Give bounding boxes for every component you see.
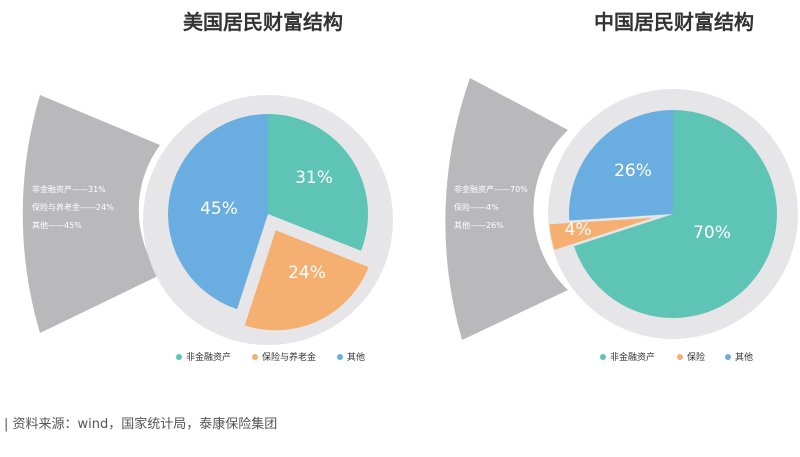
us-legend-dot-nonfinancial <box>176 354 182 360</box>
us-legend-dot-other <box>337 354 343 360</box>
us-slice-label-nonfinancial: 31% <box>295 168 333 188</box>
cn-pie-slices <box>549 110 778 318</box>
us-legend-insurance: 保险与养老金 <box>262 351 316 363</box>
us-legend-dot-insurance <box>252 354 258 360</box>
us-side-label-1: 非金融资产——31% <box>32 184 106 194</box>
cn-legend: 非金融资产 保险 其他 <box>600 351 753 363</box>
us-slice-label-insurance: 24% <box>288 263 326 283</box>
us-pie-slices <box>168 114 369 331</box>
cn-fan-background <box>445 78 568 340</box>
us-side-label-2: 保险与养老金——24% <box>32 202 114 212</box>
us-fan-background <box>22 95 161 333</box>
us-slice-1 <box>268 114 369 251</box>
cn-slice-label-insurance: 4% <box>565 220 592 240</box>
us-legend-other: 其他 <box>347 351 365 363</box>
us-slice-3 <box>168 114 268 310</box>
cn-legend-dot-other <box>725 354 731 360</box>
cn-slice-1 <box>574 110 778 318</box>
cn-slice-label-nonfinancial: 70% <box>693 223 731 243</box>
cn-chart: 中国居民财富结构 70% 4% 26% 非金融资产——70% 保险——4% 其他… <box>445 10 798 363</box>
cn-legend-dot-insurance <box>677 354 683 360</box>
us-legend-nonfinancial: 非金融资产 <box>186 351 231 363</box>
cn-side-label-2: 保险——4% <box>454 202 499 212</box>
us-slice-2 <box>244 230 369 331</box>
cn-legend-nonfinancial: 非金融资产 <box>610 351 655 363</box>
us-chart-title: 美国居民财富结构 <box>183 10 343 34</box>
us-side-label-3: 其他——45% <box>32 220 82 230</box>
us-legend: 非金融资产 保险与养老金 其他 <box>176 351 365 363</box>
source-note: | 资料来源：wind，国家统计局，泰康保险集团 <box>4 417 278 432</box>
cn-side-label-1: 非金融资产——70% <box>454 184 528 194</box>
cn-side-label-3: 其他——26% <box>454 220 504 230</box>
cn-legend-insurance: 保险 <box>687 351 705 363</box>
us-chart: 美国居民财富结构 31% 24% 45% 非金融资产——31% 保险与养老金——… <box>22 10 393 363</box>
cn-slice-2 <box>549 217 654 250</box>
cn-chart-title: 中国居民财富结构 <box>594 10 754 34</box>
cn-legend-other: 其他 <box>735 351 753 363</box>
cn-legend-dot-nonfinancial <box>600 354 606 360</box>
us-slice-label-other: 45% <box>200 199 238 219</box>
cn-slice-3 <box>569 110 673 221</box>
cn-slice-label-other: 26% <box>614 161 652 181</box>
